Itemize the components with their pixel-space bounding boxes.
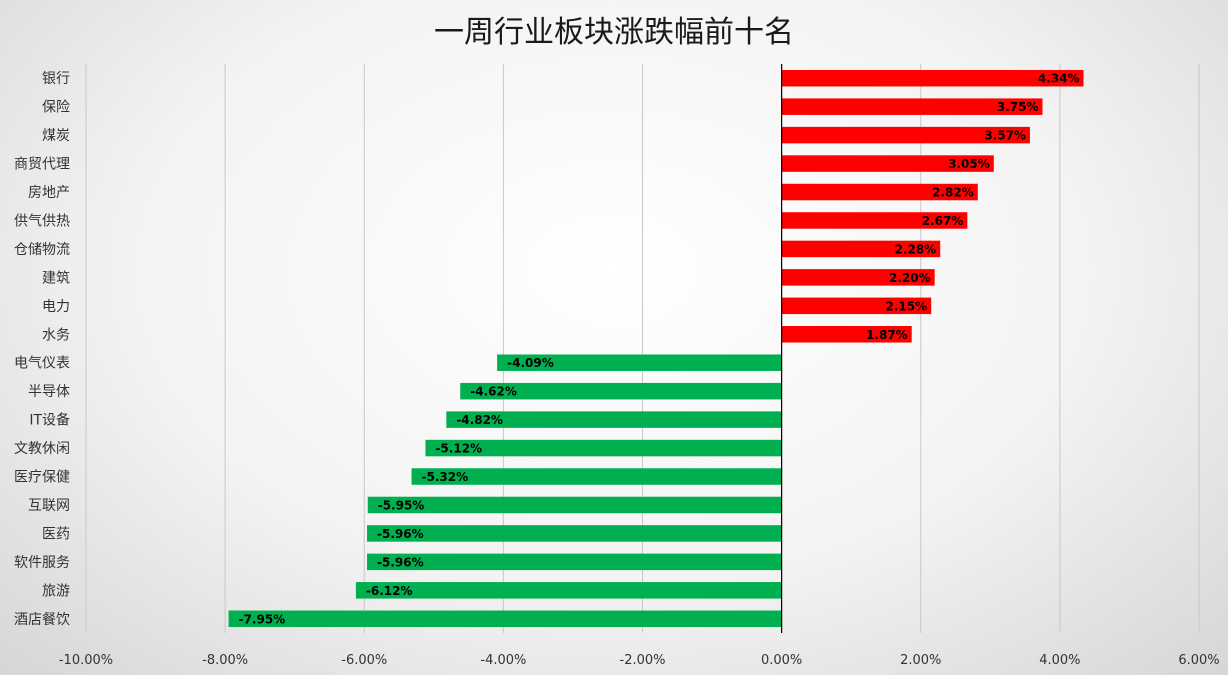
- x-tick-label: -8.00%: [202, 653, 248, 668]
- bar: [367, 525, 782, 542]
- x-axis-tick-labels: -10.00% -8.00% -6.00% -4.00% -2.00% 0.00% 2.00…: [59, 653, 1220, 668]
- category-label: 旅游: [42, 583, 70, 599]
- category-label: 仓储物流: [14, 242, 70, 258]
- bar: [781, 98, 1043, 115]
- category-label: 水务: [42, 327, 70, 343]
- data-label: 3.75%: [997, 100, 1039, 114]
- x-tick-label: 6.00%: [1178, 653, 1219, 668]
- bar: [355, 582, 782, 599]
- bar: [497, 354, 782, 371]
- bar: [460, 382, 782, 400]
- category-label: 建筑: [42, 270, 70, 286]
- x-tick-label: -4.00%: [480, 653, 526, 668]
- gridlines: [85, 64, 1200, 633]
- x-tick-label: 2.00%: [900, 653, 941, 668]
- bars: [228, 64, 1084, 633]
- data-labels: 4.34% 3.75% 3.57% 3.05% 2.82% 2.67% 2.28% 2.20%…: [239, 72, 1080, 627]
- category-label: IT设备: [29, 412, 70, 429]
- data-label: -5.96%: [377, 555, 424, 569]
- data-label: -4.62%: [470, 385, 517, 399]
- category-label: 医药: [42, 526, 70, 542]
- data-label: -4.82%: [456, 413, 503, 427]
- category-label: 煤炭: [42, 128, 70, 144]
- data-label: -5.95%: [378, 498, 425, 512]
- bar: [367, 496, 782, 514]
- category-label: 电气仪表: [14, 356, 70, 372]
- bar: [781, 326, 912, 343]
- bar: [781, 69, 1084, 87]
- bar: [781, 297, 932, 315]
- bar: [781, 269, 935, 286]
- data-label: -5.32%: [422, 470, 469, 484]
- data-label: 2.67%: [922, 214, 964, 228]
- bar: [781, 240, 941, 258]
- bar: [781, 126, 1030, 144]
- bar: [425, 439, 782, 457]
- bar: [781, 183, 978, 201]
- category-label: 医疗保健: [14, 470, 70, 486]
- data-label: -4.09%: [507, 356, 554, 370]
- x-tick-label: -10.00%: [59, 653, 113, 668]
- category-label: 保险: [42, 100, 70, 116]
- category-label: 文教休闲: [14, 441, 70, 457]
- category-label: 银行: [42, 71, 70, 87]
- data-label: 2.82%: [932, 186, 974, 200]
- category-label: 酒店餐饮: [14, 612, 70, 628]
- data-label: 2.15%: [886, 299, 928, 313]
- bar: [367, 553, 782, 571]
- data-label: 4.34%: [1038, 72, 1080, 86]
- data-label: 1.87%: [866, 328, 908, 342]
- category-label: 软件服务: [14, 555, 70, 571]
- bar: [446, 411, 782, 428]
- chart-title: 一周行业板块涨跌幅前十名: [434, 15, 794, 50]
- x-tick-label: -6.00%: [341, 653, 387, 668]
- data-label: 3.57%: [984, 129, 1026, 143]
- category-label: 电力: [42, 299, 70, 315]
- category-label: 商贸代理: [14, 157, 70, 173]
- category-label: 供气供热: [14, 213, 70, 229]
- x-tick-label: -2.00%: [620, 653, 666, 668]
- data-label: 3.05%: [948, 157, 990, 171]
- bar: [411, 468, 782, 485]
- bar: [781, 212, 968, 229]
- category-label: 半导体: [28, 384, 70, 400]
- category-label: 房地产: [28, 185, 70, 201]
- data-label: -6.12%: [366, 584, 413, 598]
- data-label: -5.12%: [435, 442, 482, 456]
- bar: [228, 610, 782, 628]
- x-tick-label: 4.00%: [1039, 653, 1080, 668]
- data-label: -7.95%: [239, 612, 286, 626]
- category-label: 互联网: [28, 498, 70, 514]
- data-label: 2.28%: [895, 242, 937, 256]
- bar: [781, 155, 994, 172]
- data-label: 2.20%: [889, 271, 931, 285]
- x-tick-label: 0.00%: [761, 653, 802, 668]
- data-label: -5.96%: [377, 527, 424, 541]
